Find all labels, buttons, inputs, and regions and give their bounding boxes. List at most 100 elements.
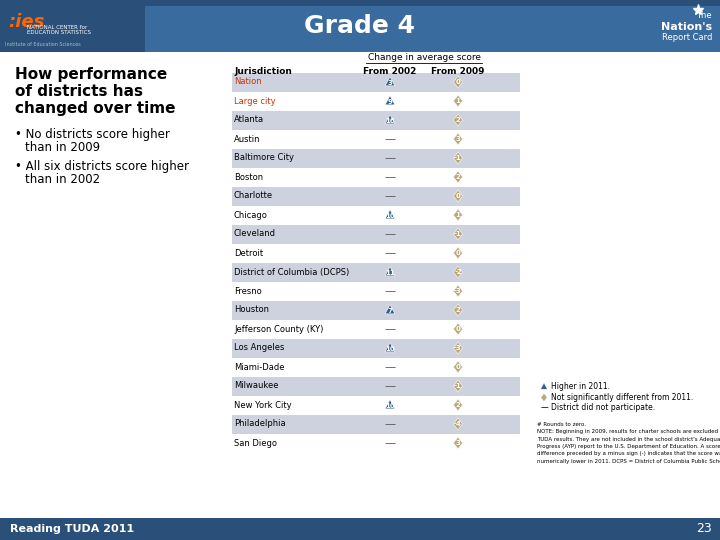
Text: Boston: Boston [234,172,263,181]
Text: Chicago: Chicago [234,211,268,219]
Text: Progress (AYP) report to the U.S. Department of Education. A score-point: Progress (AYP) report to the U.S. Depart… [537,444,720,449]
Text: Milwaukee: Milwaukee [234,381,279,390]
Text: —: — [384,134,395,144]
Polygon shape [454,285,462,297]
Text: Charlotte: Charlotte [234,192,273,200]
Bar [0,518,720,540]
Text: numerically lower in 2011. DCPS = District of Columbia Public Schools.: numerically lower in 2011. DCPS = Distri… [537,459,720,464]
Polygon shape [454,171,462,183]
Polygon shape [454,133,462,145]
Text: 3: 3 [387,79,392,85]
Text: 2: 2 [456,402,460,408]
Polygon shape [454,228,462,240]
Bar [232,72,520,91]
Text: Large city: Large city [234,97,276,105]
Polygon shape [454,399,462,411]
Text: — District did not participate.: — District did not participate. [541,403,655,412]
Polygon shape [385,343,395,352]
Text: -4: -4 [454,421,462,427]
Text: Nation: Nation [234,78,261,86]
Text: —: — [384,248,395,258]
Polygon shape [454,304,462,316]
Polygon shape [385,305,395,314]
Text: How performance: How performance [15,67,167,82]
Polygon shape [454,152,462,164]
Text: 2: 2 [456,174,460,180]
Text: Philadelphia: Philadelphia [234,420,286,429]
Text: -2: -2 [454,269,462,275]
Text: 1: 1 [456,98,460,104]
Text: Los Angeles: Los Angeles [234,343,284,353]
Polygon shape [385,267,395,276]
Text: District of Columbia (DCPS): District of Columbia (DCPS) [234,267,349,276]
Polygon shape [385,400,395,409]
Text: 11: 11 [385,269,395,275]
Polygon shape [454,247,462,259]
Bar [0,0,720,6]
Text: :ies: :ies [8,13,45,31]
Text: 0: 0 [456,364,460,370]
Text: Fresno: Fresno [234,287,262,295]
Bar [0,0,720,52]
Text: Higher in 2011.: Higher in 2011. [551,382,610,391]
Polygon shape [385,96,395,105]
Text: 16: 16 [385,118,395,124]
Text: 0: 0 [456,326,460,332]
Text: Jefferson County (KY): Jefferson County (KY) [234,325,323,334]
Text: -1: -1 [454,383,462,389]
Text: From 2002: From 2002 [364,68,417,77]
Polygon shape [385,77,395,86]
Text: NOTE: Beginning in 2009, results for charter schools are excluded from the: NOTE: Beginning in 2009, results for cha… [537,429,720,434]
Bar [232,415,520,434]
Text: TUDA results. They are not included in the school district's Adequate Yearly: TUDA results. They are not included in t… [537,436,720,442]
Polygon shape [454,361,462,373]
Text: Austin: Austin [234,134,261,144]
Polygon shape [454,418,462,430]
Text: -1: -1 [454,231,462,237]
Polygon shape [454,323,462,335]
Text: Detroit: Detroit [234,248,263,258]
Bar [232,186,520,206]
Text: —: — [384,381,395,391]
Text: changed over time: changed over time [15,101,176,116]
Text: —: — [384,324,395,334]
Text: New York City: New York City [234,401,292,409]
Text: 7: 7 [387,308,392,314]
Text: NATIONAL CENTER for
EDUCATION STATISTICS: NATIONAL CENTER for EDUCATION STATISTICS [27,25,91,36]
Polygon shape [454,190,462,202]
Text: Miami-Dade: Miami-Dade [234,362,284,372]
Text: 1: 1 [456,212,460,218]
Text: Nation's: Nation's [661,22,712,32]
Text: Jurisdiction: Jurisdiction [234,68,292,77]
Text: 0: 0 [456,79,460,85]
Text: 3: 3 [456,136,460,142]
Text: —: — [384,419,395,429]
Text: Houston: Houston [234,306,269,314]
Text: difference preceded by a minus sign (-) indicates that the score was: difference preceded by a minus sign (-) … [537,451,720,456]
Bar [232,376,520,395]
Text: -3: -3 [454,288,462,294]
Text: —: — [384,172,395,182]
Polygon shape [541,383,547,389]
Polygon shape [454,76,462,88]
Text: Change in average score: Change in average score [367,53,480,62]
Text: -3: -3 [454,345,462,351]
Text: Reading TUDA 2011: Reading TUDA 2011 [10,524,134,534]
Text: 10: 10 [385,213,395,219]
Bar [232,225,520,244]
Polygon shape [454,437,462,449]
Text: 10: 10 [385,402,395,409]
Text: 9: 9 [387,99,392,105]
Polygon shape [385,115,395,124]
Polygon shape [454,342,462,354]
Text: Not significantly different from 2011.: Not significantly different from 2011. [551,393,693,402]
Text: —: — [384,286,395,296]
Bar [232,262,520,281]
Text: San Diego: San Diego [234,438,277,448]
Text: Report Card: Report Card [662,33,712,43]
Text: • All six districts score higher: • All six districts score higher [15,160,189,173]
Text: than in 2009: than in 2009 [25,141,100,154]
Text: 10: 10 [385,346,395,352]
Text: —: — [384,362,395,372]
Text: 0: 0 [456,250,460,256]
